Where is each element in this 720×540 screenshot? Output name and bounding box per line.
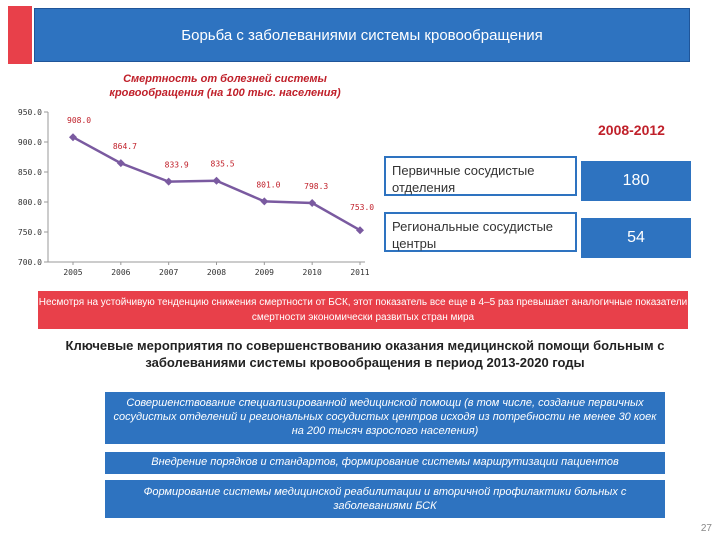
primary-vascular-units-value: 180	[581, 161, 691, 201]
data-label: 798.3	[304, 182, 328, 191]
x-tick-label: 2010	[303, 268, 322, 277]
measure-routing: Внедрение порядков и стандартов, формиро…	[105, 452, 665, 474]
y-tick-label: 900.0	[18, 138, 42, 147]
data-label: 753.0	[350, 203, 374, 212]
x-tick-label: 2007	[159, 268, 178, 277]
data-point	[356, 226, 364, 235]
y-tick-label: 750.0	[18, 228, 42, 237]
x-tick-label: 2008	[207, 268, 226, 277]
data-label: 864.7	[113, 142, 137, 151]
data-point	[164, 177, 173, 186]
y-tick-label: 700.0	[18, 258, 42, 267]
x-tick-label: 2011	[350, 268, 369, 277]
regional-vascular-centers-value: 54	[581, 218, 691, 258]
x-tick-label: 2009	[255, 268, 274, 277]
mortality-note: Несмотря на устойчивую тенденцию снижени…	[38, 291, 688, 329]
data-label: 801.0	[256, 180, 280, 189]
y-tick-label: 850.0	[18, 168, 42, 177]
y-tick-label: 800.0	[18, 198, 42, 207]
x-tick-label: 2005	[63, 268, 82, 277]
primary-vascular-units-label: Первичные сосудистые отделения	[384, 156, 577, 196]
measures-heading: Ключевые мероприятия по совершенствовани…	[65, 338, 665, 370]
period-label: 2008-2012	[598, 122, 665, 138]
mortality-line-chart: 700.0 750.0 800.0 850.0 900.0 950.0 2005 2006 20…	[18, 108, 374, 277]
data-point	[212, 176, 221, 185]
data-label: 833.9	[165, 161, 189, 170]
chart-title: Смертность от болезней системы кровообра…	[109, 73, 341, 99]
measure-rehabilitation: Формирование системы медицинской реабили…	[105, 480, 665, 518]
page-number: 27	[700, 523, 712, 534]
measure-specialized-care: Совершенствование специализированной мед…	[105, 392, 665, 444]
data-point	[116, 159, 125, 168]
accent-bar	[8, 6, 32, 64]
y-tick-label: 950.0	[18, 108, 42, 117]
regional-vascular-centers-label: Региональные сосудистые центры	[384, 212, 577, 252]
data-label: 908.0	[67, 116, 91, 125]
data-point	[260, 197, 269, 206]
data-point	[308, 199, 317, 208]
slide-title: Борьба с заболеваниями системы кровообра…	[34, 8, 690, 62]
data-label: 835.5	[211, 160, 235, 169]
data-point	[69, 133, 77, 142]
x-tick-label: 2006	[111, 268, 130, 277]
